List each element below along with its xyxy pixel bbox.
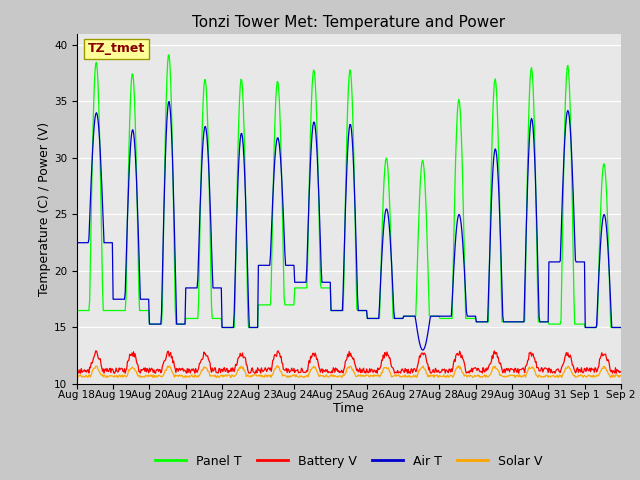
Solar V (195, 374, 202, 380)
Panel T (195, 298, 202, 303)
Battery V (83, 369, 90, 375)
Line: Air T: Air T (77, 102, 621, 350)
Line: Solar V: Solar V (77, 366, 621, 377)
X-axis label: Time: Time (333, 402, 364, 415)
Panel T (165, 52, 173, 58)
Battery V (73, 368, 81, 374)
Line: Panel T: Panel T (77, 55, 621, 327)
Solar V (83, 373, 90, 379)
Panel T (417, 180, 424, 185)
Air T (617, 324, 625, 330)
Air T (139, 296, 147, 302)
Panel T (83, 308, 90, 313)
Battery V (223, 366, 230, 372)
Air T (73, 240, 81, 246)
Solar V (417, 366, 424, 372)
Air T (223, 324, 231, 330)
Battery V (274, 348, 282, 354)
Solar V (433, 373, 440, 379)
Air T (416, 340, 424, 346)
Title: Tonzi Tower Met: Temperature and Power: Tonzi Tower Met: Temperature and Power (192, 15, 506, 30)
Air T (195, 251, 202, 256)
Solar V (150, 374, 158, 380)
Panel T (433, 313, 440, 319)
Solar V (73, 372, 81, 378)
Solar V (617, 373, 625, 379)
Air T (83, 240, 90, 246)
Solar V (223, 372, 231, 378)
Solar V (139, 374, 147, 380)
Air T (419, 347, 426, 353)
Y-axis label: Temperature (C) / Power (V): Temperature (C) / Power (V) (38, 122, 51, 296)
Panel T (224, 324, 232, 330)
Legend: Panel T, Battery V, Air T, Solar V: Panel T, Battery V, Air T, Solar V (150, 450, 548, 473)
Battery V (416, 353, 424, 359)
Line: Battery V: Battery V (77, 351, 621, 373)
Panel T (617, 324, 625, 330)
Panel T (73, 308, 81, 313)
Text: TZ_tmet: TZ_tmet (88, 42, 145, 55)
Air T (433, 313, 440, 319)
Battery V (612, 371, 620, 376)
Panel T (139, 308, 147, 313)
Battery V (139, 367, 147, 372)
Battery V (617, 369, 625, 375)
Battery V (431, 365, 439, 371)
Battery V (194, 367, 202, 373)
Air T (165, 99, 173, 105)
Panel T (218, 324, 226, 330)
Solar V (273, 363, 281, 369)
